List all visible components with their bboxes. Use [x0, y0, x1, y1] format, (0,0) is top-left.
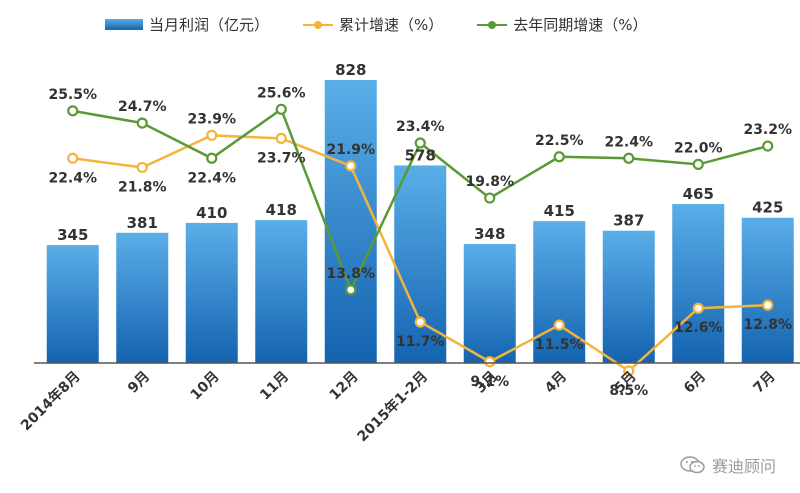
line-series: [67, 103, 774, 377]
bar: [46, 245, 99, 363]
cumulative-growth-point: [623, 365, 635, 377]
cumulative-growth-value-label: 22.4%: [48, 170, 97, 186]
wechat-icon: [680, 456, 705, 474]
legend-label: 当月利润（亿元）: [149, 16, 270, 34]
bar: [116, 232, 169, 363]
legend: 当月利润（亿元） 累计增速（%） 去年同期增速（%）: [105, 14, 648, 35]
legend-swatch-cumulative: [303, 19, 334, 31]
cumulative-growth-value-label: 12.6%: [674, 320, 723, 336]
bar-value-label: 418: [266, 201, 297, 219]
x-tick-label: 12月: [327, 369, 362, 404]
legend-swatch-last-year: [477, 19, 508, 31]
last-year-growth-value-label: 13.8%: [326, 266, 375, 282]
last-year-growth-point: [414, 137, 426, 149]
x-tick-label: 2015年1-2月: [354, 368, 431, 445]
cumulative-growth-value-label: 11.5%: [535, 337, 584, 353]
bar-value-label: 387: [613, 212, 644, 230]
bar-value-label: 381: [127, 214, 158, 232]
cumulative-growth-value-label: 21.9%: [326, 142, 375, 158]
last-year-growth-value-label: 25.6%: [257, 85, 306, 101]
last-year-growth-value-label: 23.2%: [743, 122, 792, 138]
last-year-growth-point: [345, 284, 357, 296]
bar: [324, 80, 377, 363]
last-year-growth-value-label: 25.5%: [48, 87, 97, 103]
last-year-growth-value-label: 24.7%: [118, 99, 167, 115]
bar-value-label: 465: [683, 185, 714, 203]
bar: [463, 244, 516, 363]
x-tick-label: 3月: [472, 369, 500, 397]
watermark-text: 赛迪顾问: [711, 457, 776, 476]
cumulative-growth-point: [762, 299, 774, 311]
last-year-growth-point: [623, 152, 635, 164]
cumulative-growth-point: [206, 129, 218, 141]
legend-item-last-year: 去年同期增速（%）: [477, 14, 648, 35]
cumulative-growth-point: [345, 160, 357, 172]
last-year-growth-point: [136, 117, 148, 129]
bar-value-label: 828: [335, 61, 366, 79]
cumulative-growth-value-label: 11.7%: [396, 334, 445, 350]
bar-value-label: 578: [405, 146, 436, 164]
x-tick-label: 4月: [542, 369, 570, 397]
cumulative-growth-point: [484, 356, 496, 368]
last-year-growth-value-label: 22.0%: [674, 140, 723, 156]
watermark: 赛迪顾问: [680, 453, 776, 477]
last-year-growth-value-label: 22.4%: [604, 134, 653, 150]
last-year-growth-value-label: 23.4%: [396, 119, 445, 135]
x-tick-label: 2014年8月: [17, 368, 83, 434]
bar-value-label: 415: [544, 202, 575, 220]
last-year-growth-point: [67, 105, 79, 117]
cumulative-growth-value-label: 23.7%: [257, 150, 306, 166]
bar-value-label: 345: [57, 226, 88, 244]
last-year-growth-point: [206, 152, 218, 164]
last-year-growth-value-label: 22.4%: [187, 170, 236, 186]
x-tick-label: 9月: [125, 369, 153, 397]
bar: [185, 222, 238, 363]
cumulative-growth-value-label: 12.8%: [743, 317, 792, 333]
bar-value-label: 410: [196, 204, 227, 222]
legend-item-bar: 当月利润（亿元）: [105, 14, 269, 35]
cumulative-growth-value-label: 21.8%: [118, 179, 167, 195]
cumulative-growth-point: [414, 316, 426, 328]
bar: [672, 204, 725, 363]
cumulative-growth-point: [692, 302, 704, 314]
bar-series: [46, 80, 794, 363]
cumulative-growth-value-label: 23.9%: [187, 111, 236, 127]
bar: [255, 220, 308, 363]
bar-value-label: 348: [474, 225, 505, 243]
last-year-growth-point: [484, 192, 496, 204]
cumulative-growth-value-label: 9.1%: [470, 374, 509, 390]
data-labels: 345 381 410 418 828 578 348 415 387 465 425 22.4% 21…: [48, 61, 792, 399]
last-year-growth-point: [553, 151, 565, 163]
last-year-growth-point: [692, 158, 704, 170]
cumulative-growth-point: [136, 161, 148, 174]
bar: [394, 165, 447, 363]
bar-value-label: 425: [752, 199, 783, 217]
cumulative-growth-point: [275, 132, 287, 144]
bar: [533, 221, 586, 363]
legend-label: 去年同期增速（%）: [513, 16, 648, 34]
last-year-growth-value-label: 22.5%: [535, 133, 584, 149]
x-tick-label: 7月: [750, 369, 778, 397]
bar: [741, 217, 794, 363]
cumulative-growth-value-label: 8.5%: [609, 383, 648, 399]
legend-label: 累计增速（%）: [339, 16, 444, 34]
last-year-growth-point: [762, 140, 774, 152]
last-year-growth-point: [275, 103, 287, 115]
last-year-growth-value-label: 19.8%: [465, 174, 514, 190]
cumulative-growth-point: [553, 319, 565, 331]
cumulative-growth-point: [67, 152, 79, 164]
x-tick-label: 10月: [188, 369, 223, 404]
legend-swatch-bar: [105, 19, 143, 30]
x-tick-label: 11月: [257, 369, 292, 404]
legend-item-cumulative: 累计增速（%）: [303, 14, 443, 35]
x-tick-label: 6月: [681, 369, 709, 397]
bar: [602, 230, 655, 363]
